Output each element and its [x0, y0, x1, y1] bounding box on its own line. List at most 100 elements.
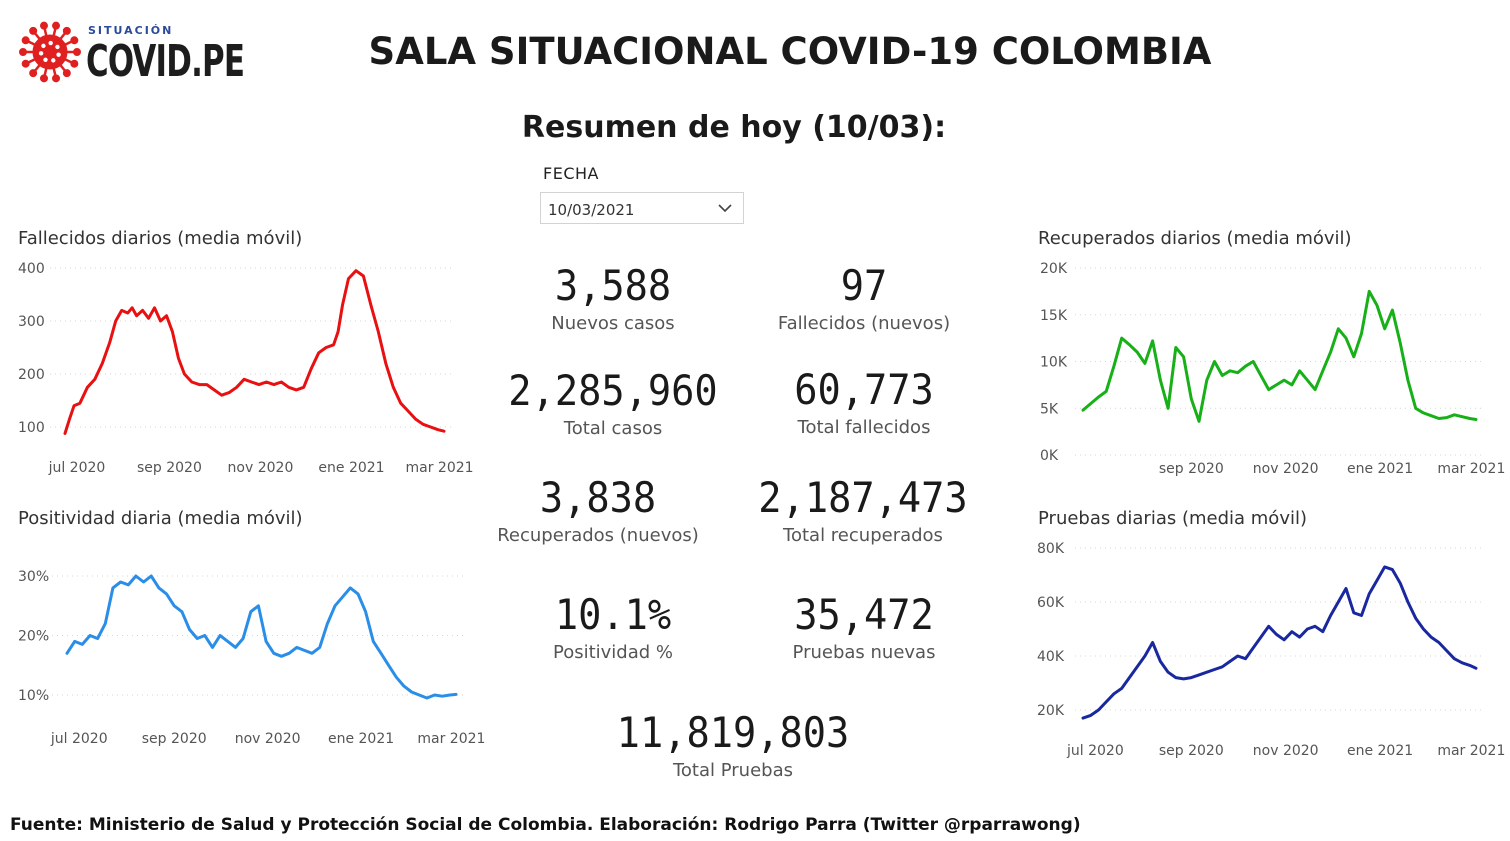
virus-spike-tip — [19, 48, 27, 56]
y-tick-label: 60K — [1037, 595, 1065, 611]
series-line — [1081, 565, 1478, 720]
kpi-label: Total fallecidos — [797, 417, 931, 438]
fallecidos-chart: 400 300 200 100 jul 2020 sep 2020 nov 2020 ene … — [18, 261, 474, 476]
y-tick-label: 200 — [18, 367, 45, 383]
kpi-label: Total casos — [563, 418, 663, 439]
x-tick-label: sep 2020 — [137, 460, 202, 476]
x-tick-label: nov 2020 — [235, 731, 301, 747]
virus-spike-tip — [29, 69, 38, 78]
y-tick-label: 10K — [1040, 355, 1068, 371]
kpi-label: Nuevos casos — [551, 313, 675, 334]
virus-dot — [38, 51, 44, 56]
chevron-down-icon[interactable] — [717, 200, 733, 216]
kpi-nuevos-casos: 3,588 Nuevos casos — [513, 261, 713, 335]
x-tick-label: jul 2020 — [50, 731, 108, 747]
date-dropdown[interactable]: 10/03/2021 — [540, 192, 744, 224]
virus-icon — [19, 21, 81, 83]
virus-spike-tip — [62, 69, 71, 78]
virus-spike-tip — [62, 26, 71, 35]
x-tick-label: ene 2021 — [1347, 461, 1413, 477]
date-dropdown-value: 10/03/2021 — [548, 201, 635, 219]
x-tick-label: jul 2020 — [1066, 743, 1124, 759]
virus-spike-tip — [73, 48, 81, 56]
kpi-value: 60,773 — [794, 365, 934, 414]
y-tick-label: 5K — [1040, 401, 1059, 417]
kpi-pruebas-nuevas: 35,472 Pruebas nuevas — [754, 590, 974, 664]
x-tick-label: mar 2021 — [405, 460, 473, 476]
positividad-chart: 30% 20% 10% jul 2020 sep 2020 nov 2020 ene 202… — [18, 569, 485, 747]
kpi-recuperados-nuevos: 3,838 Recuperados (nuevos) — [488, 473, 708, 547]
pruebas-chart-title: Pruebas diarias (media móvil) — [1038, 508, 1307, 529]
kpi-value: 3,838 — [539, 473, 657, 522]
kpi-value: 11,819,803 — [616, 708, 850, 757]
kpi-label: Total recuperados — [783, 525, 943, 546]
kpi-value: 2,187,473 — [758, 473, 968, 522]
virus-dot — [55, 44, 60, 50]
kpi-fallecidos-nuevos: 97 Fallecidos (nuevos) — [754, 261, 974, 335]
kpi-value: 35,472 — [794, 590, 934, 639]
logo-small-text: SITUACIÓN — [88, 24, 174, 37]
x-tick-label: nov 2020 — [1253, 743, 1319, 759]
x-tick-label: jul 2020 — [48, 460, 106, 476]
x-tick-label: nov 2020 — [1253, 461, 1319, 477]
x-tick-label: ene 2021 — [318, 460, 384, 476]
y-tick-label: 20K — [1040, 261, 1068, 277]
series-line — [1081, 289, 1478, 423]
recuperados-chart-title: Recuperados diarios (media móvil) — [1038, 228, 1352, 249]
virus-dot — [48, 40, 53, 46]
kpi-total-casos: 2,285,960 Total casos — [493, 366, 733, 440]
y-tick-label: 400 — [18, 261, 45, 277]
x-tick-label: mar 2021 — [1437, 461, 1505, 477]
x-tick-label: sep 2020 — [1159, 743, 1224, 759]
kpi-total-recuperados: 2,187,473 Total recuperados — [743, 473, 983, 547]
y-tick-label: 10% — [18, 688, 49, 704]
recuperados-chart: 20K 15K 10K 5K 0K sep 2020 nov 2020 ene 2021 mar… — [1040, 261, 1505, 477]
kpi-value: 3,588 — [554, 261, 672, 310]
series-line — [65, 574, 458, 700]
kpi-label: Positividad % — [552, 642, 674, 663]
kpi-positividad: 10.1% Positividad % — [513, 590, 713, 664]
y-tick-label: 100 — [18, 420, 45, 436]
virus-dot — [56, 52, 61, 57]
kpi-label: Total Pruebas — [672, 760, 793, 781]
y-tick-label: 80K — [1037, 541, 1065, 557]
y-tick-label: 300 — [18, 314, 45, 330]
series-line — [63, 269, 446, 435]
y-tick-label: 20% — [18, 629, 49, 645]
x-tick-label: ene 2021 — [1347, 743, 1413, 759]
x-tick-label: ene 2021 — [328, 731, 394, 747]
y-tick-label: 0K — [1040, 448, 1059, 464]
page-title: SALA SITUACIONAL COVID-19 COLOMBIA — [368, 30, 1212, 73]
virus-spike-tip — [21, 59, 30, 68]
y-tick-label: 30% — [18, 569, 49, 585]
source-footer: Fuente: Ministerio de Salud y Protección… — [10, 815, 1081, 835]
kpi-label: Recuperados (nuevos) — [497, 525, 699, 546]
virus-spike-tip — [70, 36, 79, 45]
logo-text: COVID.PE — [86, 36, 245, 87]
kpi-total-pruebas: 11,819,803 Total Pruebas — [603, 708, 863, 782]
kpi-value: 97 — [840, 261, 888, 310]
positividad-chart-title: Positividad diaria (media móvil) — [18, 508, 303, 529]
virus-spike-tip — [52, 74, 61, 83]
virus-spike-tip — [39, 74, 48, 83]
y-tick-label: 20K — [1037, 703, 1065, 719]
virus-dot — [51, 58, 56, 63]
virus-spike-tip — [70, 59, 79, 68]
kpi-value: 2,285,960 — [508, 366, 718, 415]
kpi-value: 10.1% — [554, 590, 672, 639]
virus-dot — [41, 43, 46, 49]
virus-spike-tip — [29, 26, 38, 35]
x-tick-label: sep 2020 — [1159, 461, 1224, 477]
kpi-label: Pruebas nuevas — [792, 642, 936, 663]
y-tick-label: 40K — [1037, 649, 1065, 665]
x-tick-label: mar 2021 — [1437, 743, 1505, 759]
virus-spike-tip — [52, 21, 61, 30]
summary-title: Resumen de hoy (10/03): — [521, 110, 947, 145]
fallecidos-chart-title: Fallecidos diarios (media móvil) — [18, 228, 303, 249]
logo: SITUACIÓN COVID.PE — [16, 14, 245, 92]
x-tick-label: nov 2020 — [228, 460, 294, 476]
virus-spike-tip — [39, 21, 48, 30]
date-filter-label: FECHA — [543, 164, 599, 183]
virus-dot — [43, 57, 48, 62]
pruebas-chart: 80K 60K 40K 20K jul 2020 sep 2020 nov 2020 ene … — [1037, 541, 1505, 759]
